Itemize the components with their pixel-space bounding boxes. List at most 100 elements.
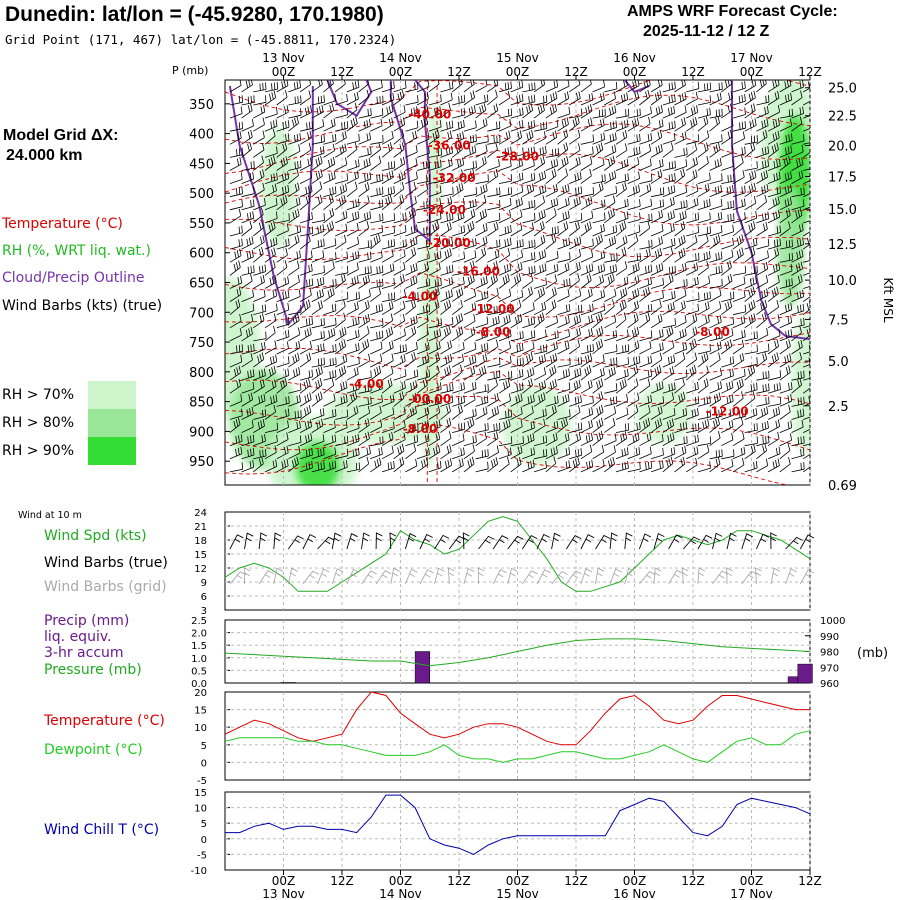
wind-barb xyxy=(639,116,651,132)
wind-barb xyxy=(346,102,358,119)
wind-barb xyxy=(732,329,746,342)
wind-barb xyxy=(428,299,440,316)
wind-barb xyxy=(370,142,381,158)
wind-barb xyxy=(370,341,383,355)
wind-barb-10m xyxy=(419,569,434,585)
wind-barb xyxy=(674,159,688,171)
wind-barb xyxy=(803,193,810,198)
wind-barb xyxy=(487,339,499,355)
wind-barb xyxy=(510,273,522,289)
wind-barb xyxy=(288,224,302,237)
wind-barb xyxy=(732,170,745,184)
wind-barb xyxy=(756,275,769,289)
wind-barb xyxy=(791,261,803,276)
windchill-legend: Wind Chill T (°C) xyxy=(44,822,160,838)
wind-barb xyxy=(405,195,417,211)
wind-barb xyxy=(604,314,617,329)
wind-barb xyxy=(299,143,312,158)
wind-barb xyxy=(592,157,605,171)
wind-barb xyxy=(767,419,780,433)
wind-barb xyxy=(229,299,241,316)
wind-barb xyxy=(580,273,592,289)
wind-barb xyxy=(358,300,370,316)
wind-barb xyxy=(370,233,381,250)
wind-barb xyxy=(569,196,581,211)
wind-barb xyxy=(311,146,325,158)
wind-barb xyxy=(510,289,524,302)
wind-barb xyxy=(300,226,314,237)
wind-barb xyxy=(440,196,453,211)
wind-barb xyxy=(639,80,651,93)
wind-barb xyxy=(288,208,300,224)
wind-barb xyxy=(639,183,652,198)
wind-barb xyxy=(615,173,629,184)
wind-barb xyxy=(685,326,698,342)
wind-barb xyxy=(756,406,769,420)
wind-barb xyxy=(627,171,640,184)
wind-barb xyxy=(311,391,323,407)
wind-barb xyxy=(475,236,488,250)
wind-barb xyxy=(416,182,429,198)
wind-barb xyxy=(697,395,711,407)
wind-barb xyxy=(370,457,382,473)
xs-right-tick-label: 10.0 xyxy=(828,274,857,289)
wind-barb xyxy=(241,353,253,368)
wind-barb xyxy=(732,146,746,158)
wind-barb xyxy=(358,147,372,158)
wind-barb xyxy=(650,447,664,460)
wind-barb xyxy=(264,354,278,368)
wind-barb xyxy=(662,238,676,250)
time-tick-label: 00Z xyxy=(272,65,296,79)
wind-barb xyxy=(604,383,618,394)
wind-barb xyxy=(405,392,418,407)
wind-barb xyxy=(323,317,337,329)
precip-liq-legend: liq. equiv. xyxy=(44,629,112,645)
temperature-contour-label: -4.00 xyxy=(349,377,384,391)
wind-barb xyxy=(744,142,756,158)
wind-barb xyxy=(487,370,501,381)
wind-barb xyxy=(428,220,440,237)
wind-barb xyxy=(662,210,675,224)
wind-barb xyxy=(533,145,547,158)
wind-barb xyxy=(568,129,581,145)
wind-barb xyxy=(592,118,605,132)
wind-barb xyxy=(568,221,580,237)
precip-legend: Precip (mm) xyxy=(44,613,130,629)
wind-barb xyxy=(475,156,487,171)
wind-barb xyxy=(545,341,558,355)
wind-barb xyxy=(709,251,723,263)
wind-barb xyxy=(639,173,653,184)
wind-barb xyxy=(416,354,430,368)
wind-barb xyxy=(241,392,253,407)
cloud-precip-legend: Cloud/Precip Outline xyxy=(2,270,145,286)
wind-barb xyxy=(498,108,513,119)
wind-barb xyxy=(533,418,546,433)
wind-barb xyxy=(510,172,524,184)
wind-barb xyxy=(674,315,687,329)
wind-barb xyxy=(241,381,255,394)
wind-barb xyxy=(405,157,418,171)
wind-barb xyxy=(253,456,264,473)
wind-barb xyxy=(463,198,477,211)
wind-barb xyxy=(311,461,325,473)
cloud-outline xyxy=(624,80,650,94)
wind-barb xyxy=(569,448,583,460)
wind-barb xyxy=(498,130,511,145)
wind-barb xyxy=(557,91,570,106)
wind-barb xyxy=(346,382,360,394)
wind-barb xyxy=(323,447,337,460)
wind-barb xyxy=(452,107,466,119)
wind-barb xyxy=(615,261,628,276)
wind-barb xyxy=(533,131,546,145)
wind-barb xyxy=(463,90,475,106)
y-tick-label: 2.5 xyxy=(191,616,207,627)
wind-barb xyxy=(229,95,243,106)
wind-barb xyxy=(288,197,301,211)
wind-barb xyxy=(744,382,758,394)
wind-barb xyxy=(452,382,465,394)
wind-barb xyxy=(487,329,500,342)
wind-barb xyxy=(686,423,700,433)
wind-barb xyxy=(779,118,792,132)
wind-barb xyxy=(370,365,382,381)
wind-barb xyxy=(346,133,360,145)
